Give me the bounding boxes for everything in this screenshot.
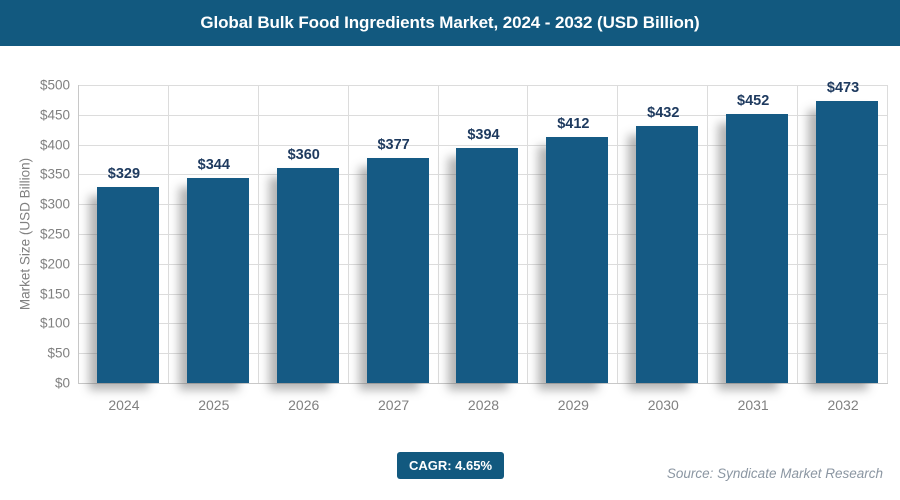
gridline-vertical <box>707 85 709 383</box>
bar-slot-2031: $452 2031 <box>708 85 798 413</box>
plot-area: $329 2024 $344 2025 $360 2026 $377 2027 $394 2028… <box>78 80 888 413</box>
bar-slot-2032: $473 2032 <box>798 80 888 413</box>
x-tick-label: 2024 <box>108 397 140 413</box>
chart-title: Global Bulk Food Ingredients Market, 202… <box>200 13 700 32</box>
bar-value-label: $412 <box>557 116 590 133</box>
y-tick-label: $250 <box>39 226 70 242</box>
bar-2029 <box>546 137 609 383</box>
y-tick-label: $50 <box>47 345 70 361</box>
x-tick-label: 2025 <box>198 397 230 413</box>
gridline-vertical <box>347 85 349 383</box>
y-tick-label: $200 <box>39 256 70 272</box>
bar-value-label: $473 <box>826 80 860 97</box>
y-tick-label: $100 <box>39 315 70 331</box>
gridline-vertical <box>437 85 439 383</box>
bar-2026 <box>276 168 339 383</box>
bar-value-label: $377 <box>377 137 410 154</box>
x-tick-label: 2032 <box>827 397 859 413</box>
bar-2024 <box>96 186 159 383</box>
x-tick-label: 2028 <box>467 397 500 413</box>
y-tick-label: $450 <box>39 107 70 123</box>
bar-value-label: $329 <box>107 165 141 182</box>
x-tick-label: 2030 <box>647 397 679 413</box>
x-tick-label: 2026 <box>288 397 320 413</box>
x-tick-label: 2031 <box>737 397 769 413</box>
bar-value-label: $432 <box>647 104 680 121</box>
cagr-label: CAGR: 4.65% <box>408 458 493 473</box>
y-tick-label: $0 <box>54 375 70 391</box>
bar-value-label: $394 <box>467 127 500 144</box>
bar-slot-2025: $344 2025 <box>169 85 259 413</box>
bar-2027 <box>366 158 429 383</box>
bar-slot-2028: $394 2028 <box>439 85 529 413</box>
y-tick-label: $150 <box>39 286 70 302</box>
bar-2025 <box>186 177 249 383</box>
gridline-vertical <box>257 85 259 383</box>
bar-2032 <box>816 101 879 383</box>
bar-slot-2027: $377 2027 <box>349 85 439 413</box>
source-attribution: Source: Syndicate Market Research <box>666 466 883 481</box>
bar-2030 <box>636 125 699 383</box>
bar-slot-2030: $432 2030 <box>618 85 708 413</box>
gridline-horizontal <box>79 85 888 86</box>
gridline-vertical <box>797 85 799 383</box>
y-tick-label: $350 <box>39 166 70 182</box>
gridline-vertical <box>527 85 529 383</box>
x-tick-label: 2027 <box>378 397 410 413</box>
gridline-vertical <box>617 85 619 383</box>
gridline-horizontal <box>79 144 888 146</box>
bar-value-label: $452 <box>737 92 770 109</box>
bar-2031 <box>726 113 789 383</box>
cagr-badge: CAGR: 4.65% <box>397 452 504 479</box>
bar-2028 <box>456 148 519 383</box>
bar-value-label: $360 <box>287 147 320 164</box>
gridline-horizontal <box>79 114 888 116</box>
gridline-vertical <box>887 85 888 383</box>
bar-slot-2024: $329 2024 <box>79 85 169 413</box>
x-tick-label: 2029 <box>557 397 589 413</box>
header-banner: Global Bulk Food Ingredients Market, 202… <box>0 0 900 46</box>
gridline-vertical <box>167 85 169 383</box>
y-tick-label: $300 <box>39 196 70 212</box>
bar-value-label: $344 <box>197 156 230 173</box>
y-tick-label: $500 <box>39 77 70 93</box>
bar-slot-2029: $412 2029 <box>528 85 618 413</box>
y-tick-label: $400 <box>39 137 70 153</box>
bar-slot-2026: $360 2026 <box>259 85 349 413</box>
